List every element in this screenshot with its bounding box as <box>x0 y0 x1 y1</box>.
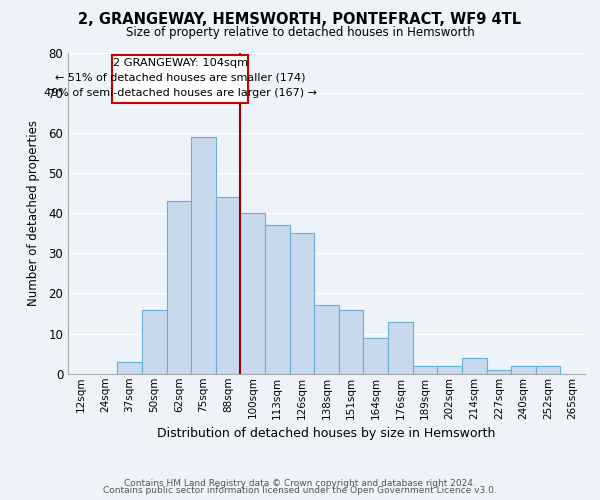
Bar <box>388 322 413 374</box>
Text: Contains HM Land Registry data © Crown copyright and database right 2024.: Contains HM Land Registry data © Crown c… <box>124 478 476 488</box>
X-axis label: Distribution of detached houses by size in Hemsworth: Distribution of detached houses by size … <box>157 427 496 440</box>
Bar <box>314 306 339 374</box>
Bar <box>290 233 314 374</box>
Bar <box>364 338 388 374</box>
Bar <box>462 358 487 374</box>
Bar <box>437 366 462 374</box>
Y-axis label: Number of detached properties: Number of detached properties <box>27 120 40 306</box>
Bar <box>511 366 536 374</box>
Bar <box>487 370 511 374</box>
Bar <box>265 225 290 374</box>
Bar <box>167 201 191 374</box>
Text: Contains public sector information licensed under the Open Government Licence v3: Contains public sector information licen… <box>103 486 497 495</box>
Text: 2, GRANGEWAY, HEMSWORTH, PONTEFRACT, WF9 4TL: 2, GRANGEWAY, HEMSWORTH, PONTEFRACT, WF9… <box>79 12 521 28</box>
Text: 2 GRANGEWAY: 104sqm: 2 GRANGEWAY: 104sqm <box>113 58 248 68</box>
Bar <box>241 213 265 374</box>
Text: 49% of semi-detached houses are larger (167) →: 49% of semi-detached houses are larger (… <box>44 88 317 98</box>
Bar <box>339 310 364 374</box>
Bar <box>536 366 560 374</box>
Bar <box>216 197 241 374</box>
Bar <box>191 137 216 374</box>
Bar <box>142 310 167 374</box>
Text: ← 51% of detached houses are smaller (174): ← 51% of detached houses are smaller (17… <box>55 73 305 83</box>
Text: Size of property relative to detached houses in Hemsworth: Size of property relative to detached ho… <box>125 26 475 39</box>
FancyBboxPatch shape <box>112 54 248 102</box>
Bar <box>413 366 437 374</box>
Bar <box>118 362 142 374</box>
